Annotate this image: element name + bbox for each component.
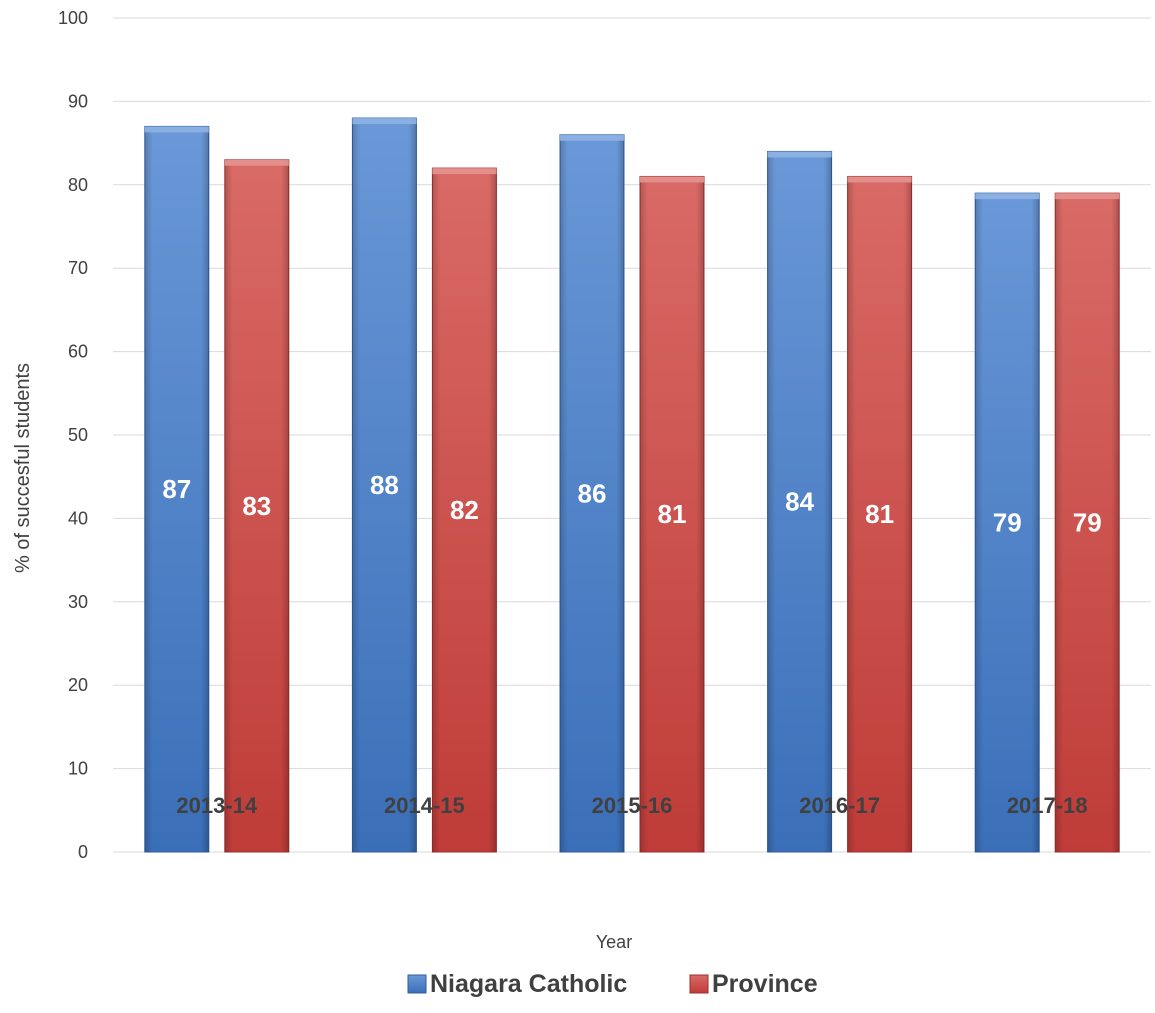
bar-top-bevel <box>767 151 832 158</box>
bar-shading <box>560 134 624 852</box>
data-label: 81 <box>658 499 687 529</box>
x-tick-label: 2017-18 <box>1007 793 1088 818</box>
bar-shading <box>224 159 289 852</box>
data-label: 88 <box>370 470 399 500</box>
y-tick-label: 80 <box>68 175 88 195</box>
data-label: 79 <box>1073 508 1102 538</box>
bar-shading <box>352 118 417 852</box>
bar-shading <box>975 193 1040 852</box>
data-label: 84 <box>785 487 814 517</box>
bar-top-bevel <box>432 168 497 175</box>
bar-top-bevel <box>1055 193 1120 200</box>
y-tick-label: 20 <box>68 675 88 695</box>
y-tick-label: 0 <box>78 842 88 862</box>
bar-shading <box>847 176 912 852</box>
x-tick-label: 2016-17 <box>799 793 880 818</box>
bars <box>144 117 1120 853</box>
y-tick-label: 50 <box>68 425 88 445</box>
data-label: 82 <box>450 495 479 525</box>
data-label: 86 <box>578 478 607 508</box>
bar-top-bevel <box>640 176 704 183</box>
y-axis-ticks: 0 10 20 30 40 50 60 70 80 90 100 <box>58 8 88 862</box>
x-tick-label: 2013-14 <box>176 793 258 818</box>
bar-top-bevel <box>560 134 624 141</box>
x-axis-ticks: 2013-14 2014-15 2015-16 2016-17 2017-18 <box>176 793 1087 818</box>
y-tick-label: 100 <box>58 8 88 28</box>
bar-top-bevel <box>975 193 1040 200</box>
bar-shading <box>432 168 497 852</box>
x-tick-label: 2014-15 <box>384 793 465 818</box>
y-tick-label: 70 <box>68 258 88 278</box>
y-axis-title: % of succesful students <box>12 363 34 573</box>
data-labels: 87 83 88 82 86 81 84 81 79 79 <box>162 470 1101 538</box>
legend: Niagara Catholic Province <box>407 970 818 998</box>
y-tick-label: 40 <box>68 508 88 528</box>
legend-label-province: Province <box>712 970 818 998</box>
bar-shading <box>767 151 832 852</box>
bar-top-bevel <box>847 176 912 183</box>
y-tick-label: 60 <box>68 342 88 362</box>
y-tick-label: 90 <box>68 91 88 111</box>
bar-shading <box>640 176 704 852</box>
bar-shading <box>144 126 209 853</box>
data-label: 81 <box>865 499 894 529</box>
x-axis-title: Year <box>596 932 632 952</box>
y-tick-label: 30 <box>68 592 88 612</box>
data-label: 79 <box>993 508 1022 538</box>
x-tick-label: 2015-16 <box>592 793 673 818</box>
legend-swatch-niagara-catholic <box>407 974 427 994</box>
bar-shading <box>1055 193 1120 852</box>
legend-swatch-province <box>689 974 709 994</box>
y-tick-label: 10 <box>68 759 88 779</box>
data-label: 87 <box>162 474 191 504</box>
bar-top-bevel <box>352 118 417 125</box>
data-label: 83 <box>242 491 271 521</box>
legend-label-niagara-catholic: Niagara Catholic <box>430 970 627 998</box>
bar-top-bevel <box>144 126 209 133</box>
bar-top-bevel <box>224 159 289 166</box>
